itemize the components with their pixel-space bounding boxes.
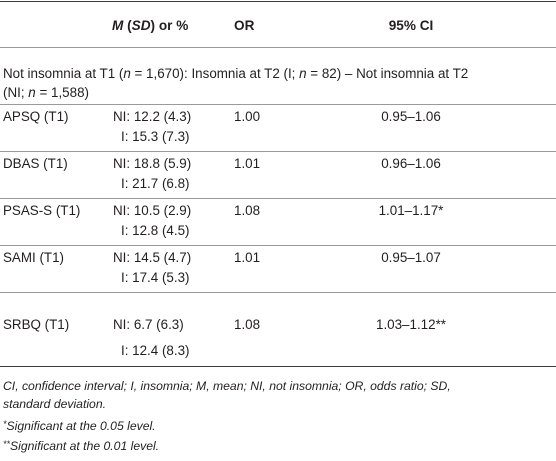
footnote-abbreviations-line2: standard deviation.	[3, 397, 106, 411]
row-ni-value: NI: 18.8 (5.9)	[113, 156, 192, 171]
row-ni-value: NI: 14.5 (4.7)	[113, 250, 192, 265]
row-i-value: I: 15.3 (7.3)	[121, 129, 190, 144]
row-rule	[0, 151, 556, 152]
row-i-value: I: 12.8 (4.5)	[121, 223, 190, 238]
footnote-significance-001: **Significant at the 0.01 level.	[3, 436, 159, 454]
row-or-value: 1.08	[234, 203, 261, 218]
row-rule	[0, 245, 556, 246]
row-ni-value: NI: 10.5 (2.9)	[113, 203, 192, 218]
row-label: PSAS-S (T1)	[3, 203, 81, 218]
header-sd-italic: SD	[131, 18, 151, 33]
group-text-c: = 82) – Not insomnia at T2	[306, 66, 469, 81]
row-or-value: 1.08	[234, 317, 261, 332]
footnote-mark-single: *	[3, 419, 7, 429]
row-ci-value: 0.96–1.06	[381, 156, 441, 171]
group-rule	[0, 104, 556, 105]
bottom-rule	[0, 366, 556, 367]
row-or-value: 1.01	[234, 156, 261, 171]
row-ci-value: 1.01–1.17*	[378, 203, 444, 218]
footnote-sig1-text: Significant at the 0.05 level.	[6, 419, 156, 433]
footnote-significance-005: *Significant at the 0.05 level.	[3, 416, 156, 434]
header-m-open: (	[123, 18, 132, 33]
row-or-value: 1.00	[234, 109, 261, 124]
header-m-close: ) or %	[150, 18, 189, 33]
header-or: OR	[234, 18, 255, 33]
row-rule	[0, 198, 556, 199]
row-ni-value: NI: 6.7 (6.3)	[113, 317, 184, 332]
group-text-d: (NI;	[3, 85, 29, 100]
footnote-sig2-text: Significant at the 0.01 level.	[10, 439, 160, 453]
row-i-value: I: 12.4 (8.3)	[121, 343, 190, 358]
row-ci-value: 1.03–1.12**	[376, 317, 446, 332]
group-text-a: Not insomnia at T1 (	[3, 66, 124, 81]
row-i-value: I: 17.4 (5.3)	[121, 270, 190, 285]
row-i-value: I: 21.7 (6.8)	[121, 176, 190, 191]
group-text-b: = 1,670): Insomnia at T2 (I;	[130, 66, 300, 81]
footnote-mark-double: **	[3, 439, 11, 449]
row-label: APSQ (T1)	[3, 109, 69, 124]
group-label-line1: Not insomnia at T1 (n = 1,670): Insomnia…	[3, 66, 468, 82]
row-ni-value: NI: 12.2 (4.3)	[113, 109, 192, 124]
header-m-italic: M	[112, 18, 124, 33]
row-label: SRBQ (T1)	[3, 317, 70, 332]
row-ci-value: 0.95–1.06	[381, 109, 441, 124]
row-or-value: 1.01	[234, 250, 261, 265]
header-ci: 95% CI	[388, 18, 434, 33]
top-rule	[0, 1, 556, 2]
row-label: DBAS (T1)	[3, 156, 68, 171]
row-ci-value: 0.95–1.07	[381, 250, 441, 265]
group-text-e: = 1,588)	[35, 85, 89, 100]
group-n3: n	[28, 85, 36, 100]
group-label-line2: (NI; n = 1,588)	[3, 85, 89, 101]
group-n2: n	[299, 66, 307, 81]
header-m-sd: M (SD) or %	[112, 18, 188, 34]
row-rule	[0, 292, 556, 293]
header-rule	[0, 47, 556, 48]
footnote-abbreviations-line1: CI, confidence interval; I, insomnia; M,…	[3, 379, 451, 393]
row-label: SAMI (T1)	[3, 250, 65, 265]
group-n1: n	[123, 66, 131, 81]
